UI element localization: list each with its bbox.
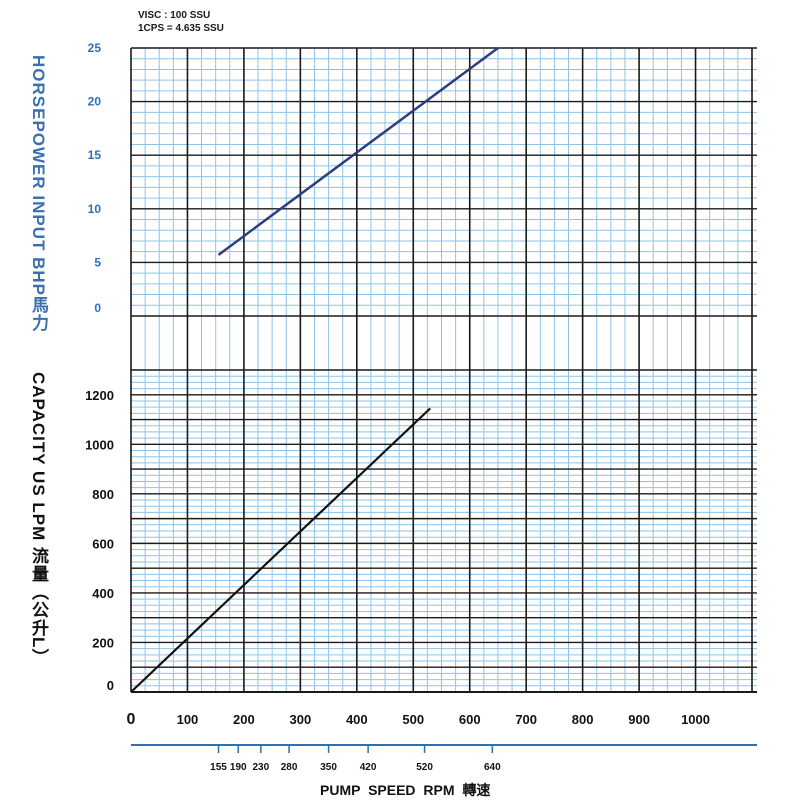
capacity-line	[130, 407, 431, 693]
cps-conversion-note: 1CPS = 4.635 SSU	[138, 23, 224, 34]
x-tick-label: 100	[177, 712, 199, 727]
pump-speed-tick-label: 280	[281, 762, 298, 773]
horsepower-axis-label: HORSEPOWER INPUT BHP馬力	[29, 55, 48, 333]
x-tick-label: 1000	[681, 712, 710, 727]
capacity-tick-label: 400	[92, 586, 114, 601]
capacity-axis-label: CAPACITY US LPM 流量（公升L）	[29, 372, 48, 667]
capacity-tick-label: 200	[92, 635, 114, 650]
capacity-tick-label: 600	[92, 536, 114, 551]
capacity-tick-label: 0	[107, 678, 114, 693]
x-tick-label: 300	[290, 712, 312, 727]
horsepower-line	[217, 46, 499, 256]
x-tick-label: 400	[346, 712, 368, 727]
capacity-tick-label: 1200	[85, 388, 114, 403]
hp-tick-label: 20	[88, 95, 102, 109]
capacity-tick-label: 1000	[85, 437, 114, 452]
hp-tick-label: 15	[88, 148, 102, 162]
hp-tick-label: 25	[88, 41, 102, 55]
capacity-tick-label: 800	[92, 487, 114, 502]
pump-speed-tick-label: 520	[416, 762, 433, 773]
pump-speed-tick-label: 230	[253, 762, 270, 773]
pump-speed-tick-label: 640	[484, 762, 501, 773]
x-tick-label: 800	[572, 712, 594, 727]
x-tick-label: 500	[402, 712, 424, 727]
x-tick-label: 700	[515, 712, 537, 727]
viscosity-note: VISC : 100 SSU	[138, 10, 211, 21]
hp-tick-label: 0	[94, 301, 101, 315]
pump-speed-tick-label: 350	[320, 762, 337, 773]
hp-tick-label: 5	[94, 255, 101, 269]
x-tick-label: 900	[628, 712, 650, 727]
x-tick-label: 0	[127, 711, 136, 728]
pump-speed-tick-label: 155	[210, 762, 227, 773]
x-tick-label: 600	[459, 712, 481, 727]
hp-tick-label: 10	[88, 202, 102, 216]
pump-speed-tick-label: 420	[360, 762, 377, 773]
x-tick-label: 200	[233, 712, 255, 727]
pump-speed-tick-label: 190	[230, 762, 247, 773]
pump-speed-axis-title: PUMP SPEED RPM 轉速	[320, 782, 491, 798]
